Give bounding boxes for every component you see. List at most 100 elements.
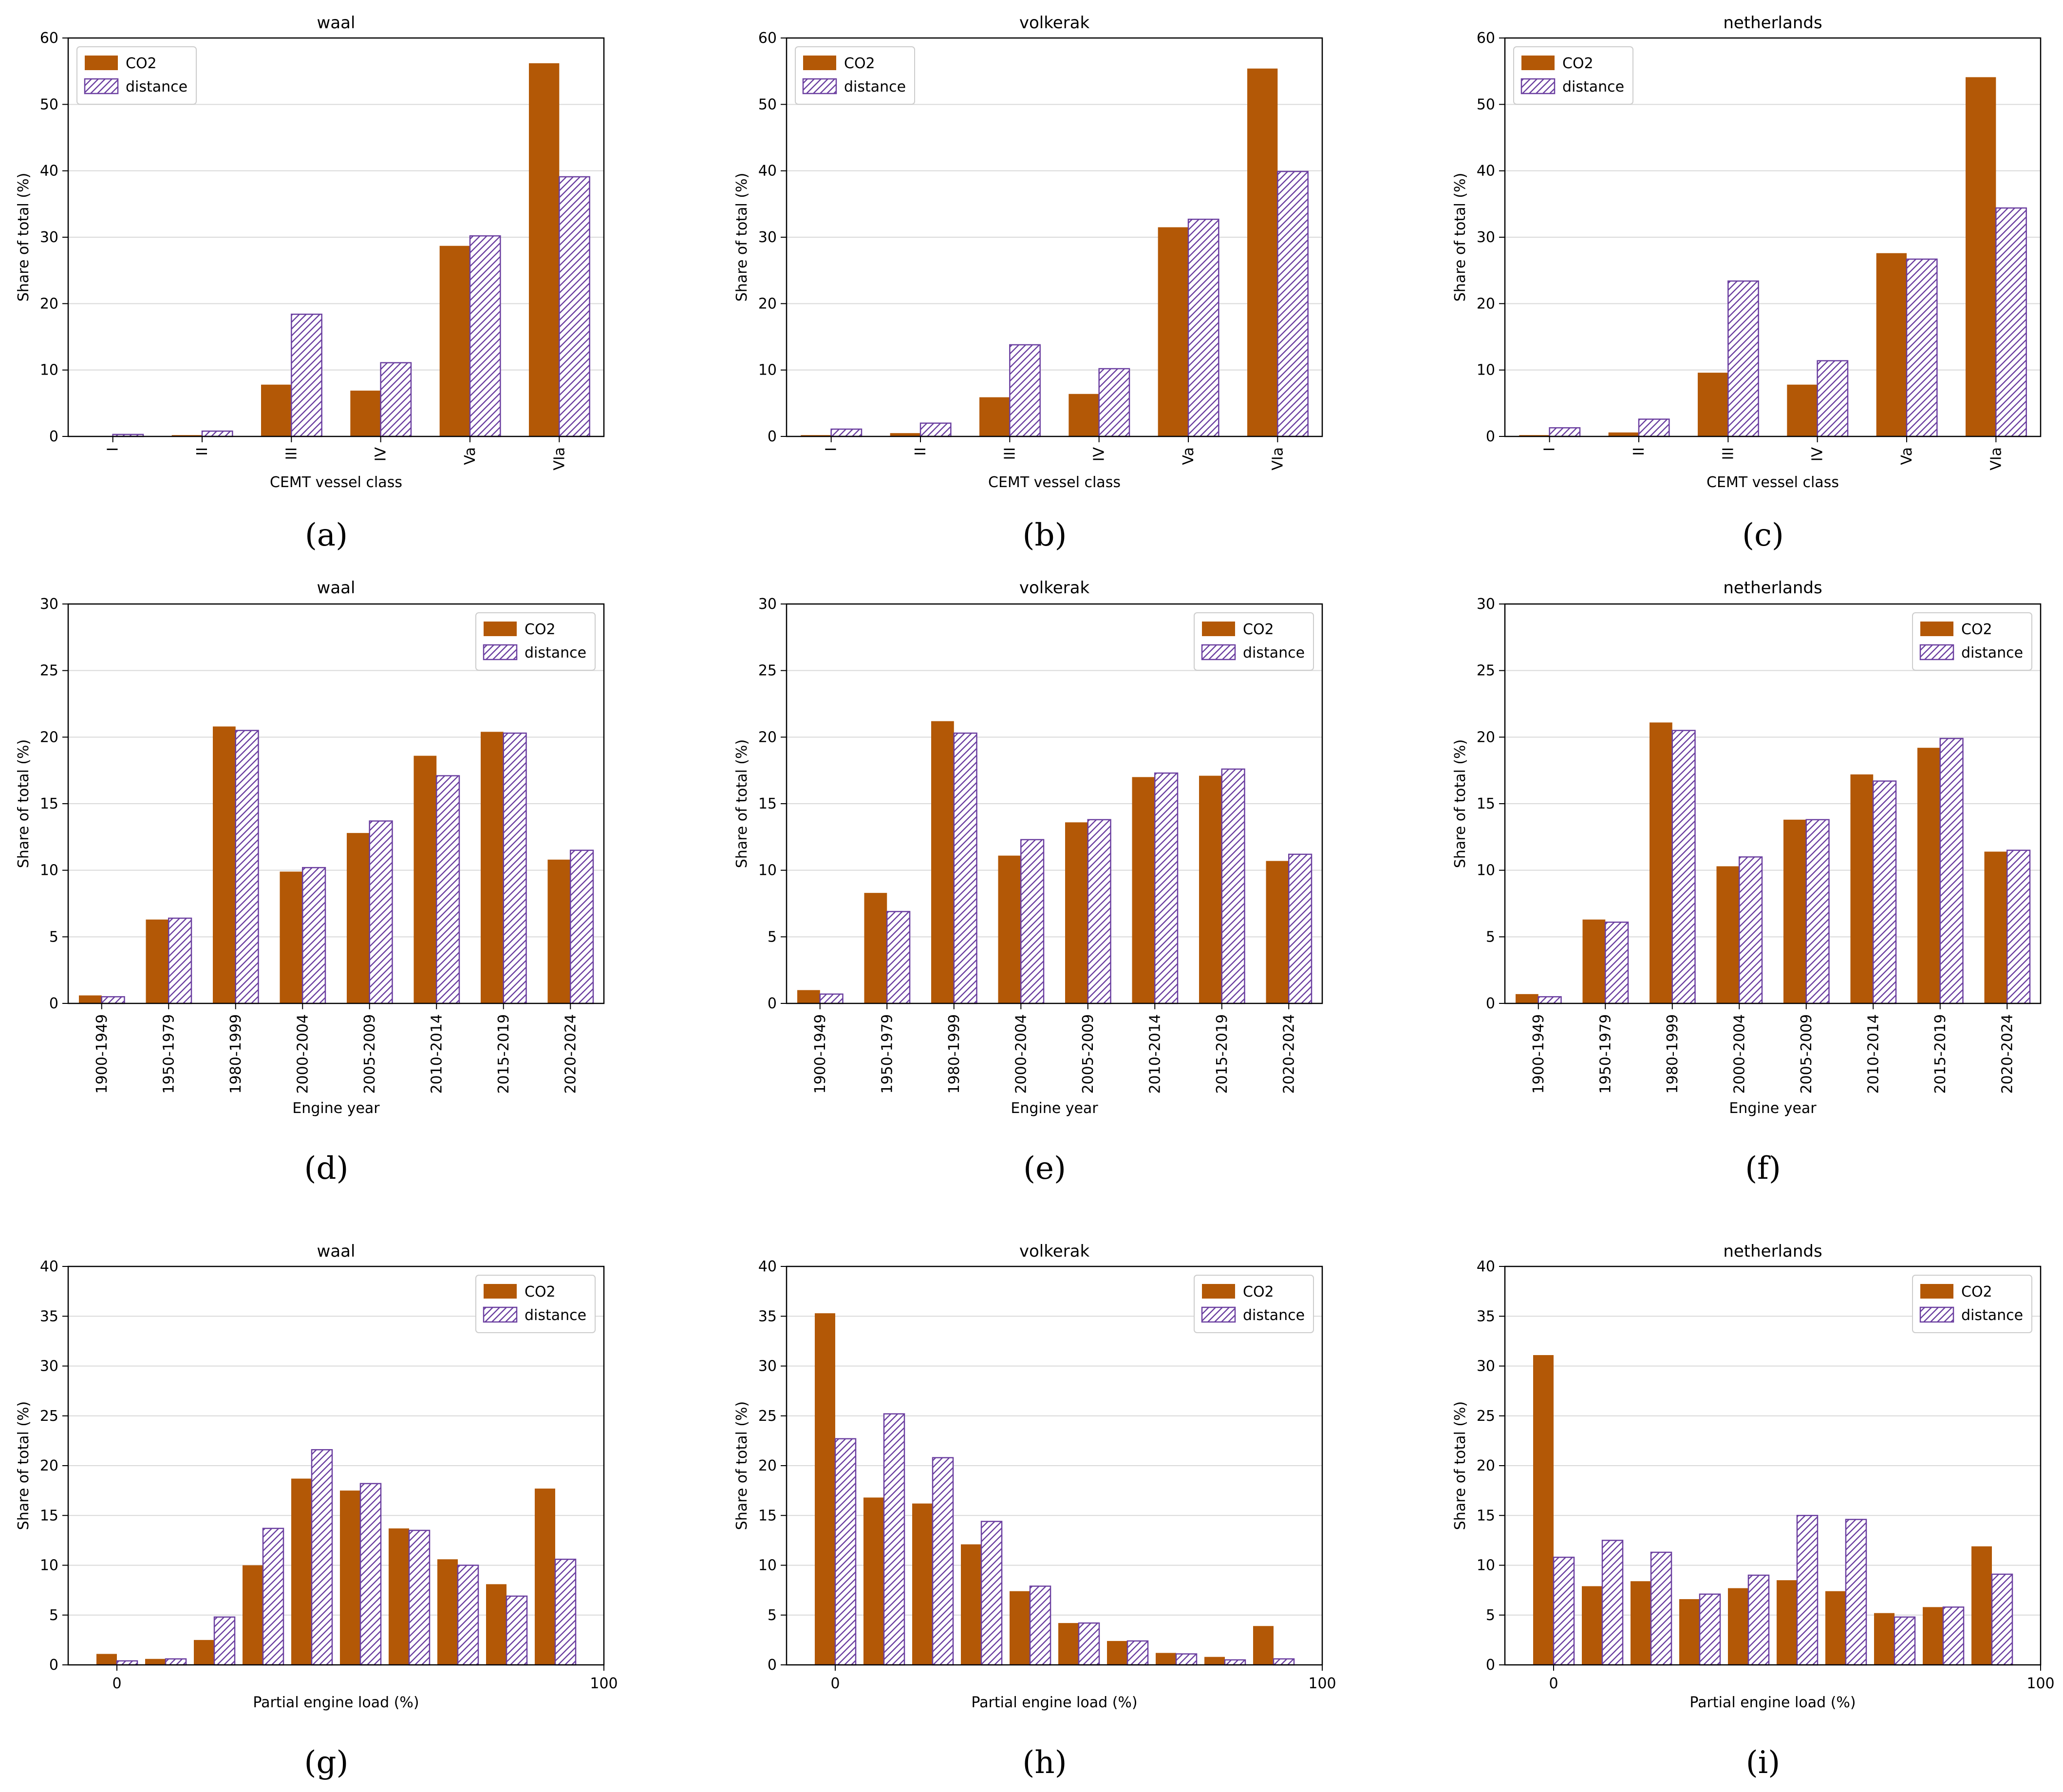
bar-co2	[815, 1313, 835, 1665]
bar-distance	[359, 1483, 382, 1666]
bar-co2	[291, 1478, 312, 1665]
panel-caption: (h)	[1022, 1745, 1067, 1781]
bar-co2	[998, 855, 1021, 1003]
panel-caption: (b)	[1023, 517, 1067, 553]
bar-co2	[96, 1654, 117, 1665]
legend-label-co2: CO2	[525, 621, 556, 638]
x-tick-label: 1950-1979	[1597, 1014, 1614, 1094]
bar-co2	[1065, 822, 1088, 1003]
panel-caption: (e)	[1023, 1151, 1066, 1187]
legend: CO2 distance	[475, 1275, 596, 1333]
legend-swatch-co2	[484, 1284, 517, 1299]
chart-title: volkerak	[1019, 578, 1090, 598]
legend-label-co2: CO2	[525, 1283, 556, 1301]
y-axis-label: Share of total (%)	[15, 173, 32, 302]
plot-frame	[1504, 1265, 2042, 1666]
y-tick-label: 5	[1486, 1607, 1495, 1624]
legend-label-co2: CO2	[1961, 1283, 1992, 1301]
bar-co2	[912, 1503, 933, 1665]
x-axis-label: Engine year	[1729, 1100, 1817, 1117]
bar-co2	[863, 1497, 884, 1665]
x-tick-label: VIa	[1269, 447, 1286, 471]
bar-distance	[1817, 360, 1849, 437]
y-tick-label: 0	[49, 995, 58, 1012]
bar-co2	[864, 893, 887, 1003]
bar-co2	[1923, 1607, 1943, 1665]
y-tick-label: 5	[768, 928, 777, 945]
x-tick-label: 2015-2019	[1214, 1014, 1231, 1094]
plot-frame	[67, 1265, 605, 1666]
y-tick-label: 25	[758, 1408, 777, 1425]
x-tick-label: 1980-1999	[946, 1014, 963, 1094]
legend-swatch-distance	[1919, 644, 1954, 660]
legend: CO2 distance	[1194, 612, 1314, 671]
bar-distance	[980, 1521, 1003, 1666]
bar-distance	[469, 235, 501, 437]
y-tick-label: 60	[758, 30, 777, 47]
bar-co2	[1679, 1599, 1700, 1665]
bar-distance	[1805, 819, 1830, 1004]
legend-label-distance: distance	[1562, 78, 1624, 95]
y-axis-label: Share of total (%)	[1452, 173, 1469, 302]
bar-co2	[535, 1489, 555, 1665]
x-tick-label: 2005-2009	[361, 1014, 378, 1094]
y-tick-label: 10	[40, 1557, 58, 1574]
bar-distance	[834, 1438, 857, 1666]
legend-label-distance: distance	[1961, 644, 2023, 661]
bar-distance	[1995, 207, 2027, 437]
y-tick-label: 10	[758, 1557, 777, 1574]
bar-co2	[1582, 1586, 1602, 1665]
x-tick-label: 2020-2024	[1280, 1014, 1297, 1094]
y-tick-label: 0	[1486, 1657, 1495, 1674]
y-tick-label: 30	[758, 596, 777, 613]
panel-caption: (d)	[304, 1151, 349, 1187]
legend-label-distance: distance	[1243, 1307, 1305, 1324]
y-tick-label: 15	[40, 795, 58, 812]
bar-distance	[570, 849, 594, 1004]
y-tick-label: 15	[758, 795, 777, 812]
y-axis-label: Share of total (%)	[1452, 739, 1469, 868]
bar-co2	[1010, 1591, 1030, 1665]
legend-label-co2: CO2	[1243, 621, 1274, 638]
x-tick-label: 2005-2009	[1798, 1014, 1815, 1094]
y-tick-label: 0	[49, 428, 58, 445]
bar-co2	[1966, 77, 1996, 437]
bar-co2	[1728, 1588, 1748, 1665]
plot-frame	[67, 37, 605, 437]
bar-distance	[1796, 1515, 1819, 1666]
x-tick-label: I	[105, 447, 122, 452]
x-tick-label: III	[1001, 447, 1018, 460]
y-tick-label: 50	[758, 96, 777, 113]
bar-distance	[1009, 344, 1041, 437]
plot-frame	[786, 37, 1323, 437]
y-tick-label: 0	[768, 428, 777, 445]
x-tick-label: 2020-2024	[1999, 1014, 2016, 1094]
bar-distance	[1273, 1658, 1295, 1666]
bar-distance	[213, 1616, 236, 1666]
bar-distance	[311, 1449, 333, 1666]
y-tick-label: 10	[758, 862, 777, 879]
y-tick-label: 20	[40, 295, 58, 312]
chart-panel: 0 5 10 15 20 25 30 35 40 0 100 waal Partial engine l…	[15, 1242, 618, 1781]
y-tick-label: 30	[758, 1358, 777, 1375]
x-axis-label: Engine year	[292, 1100, 380, 1117]
bar-distance	[408, 1529, 431, 1666]
bar-distance	[1553, 1556, 1575, 1666]
y-tick-label: 10	[758, 362, 777, 379]
bar-distance	[919, 422, 952, 437]
y-tick-label: 25	[1477, 1408, 1495, 1425]
legend: CO2 distance	[1912, 612, 2032, 671]
y-tick-label: 10	[1477, 1557, 1495, 1574]
legend-label-co2: CO2	[126, 55, 157, 72]
chart-title: netherlands	[1723, 1242, 1822, 1261]
legend-swatch-co2	[1202, 1284, 1235, 1299]
bar-distance	[1727, 280, 1759, 437]
bar-co2	[1825, 1591, 1846, 1665]
chart-title: volkerak	[1019, 13, 1090, 33]
legend-swatch-co2	[1521, 56, 1555, 70]
x-tick-label: 1980-1999	[1664, 1014, 1681, 1094]
y-tick-label: 0	[49, 1657, 58, 1674]
legend: CO2 distance	[1513, 46, 1633, 105]
bar-distance	[1221, 768, 1245, 1004]
